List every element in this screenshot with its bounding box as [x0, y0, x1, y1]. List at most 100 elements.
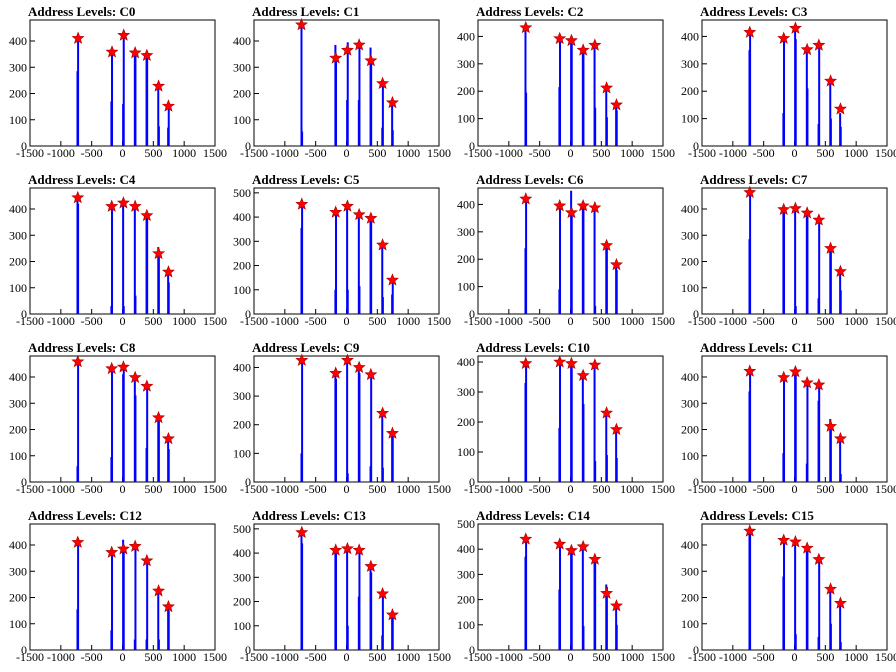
y-tick-label: 200	[681, 84, 699, 98]
x-tick-label: 0	[568, 146, 574, 160]
histogram-bar	[818, 386, 821, 482]
x-tick-label: 0	[568, 650, 574, 664]
x-tick-label: 1000	[844, 650, 868, 664]
x-tick-label: -1000	[719, 314, 747, 328]
x-tick-label: -1000	[495, 314, 523, 328]
x-tick-label: 1500	[427, 146, 451, 160]
peak-marker	[352, 543, 366, 556]
x-tick-label: 0	[120, 650, 126, 664]
peak-marker	[519, 532, 533, 545]
chart-panel: Address Levels: C15 0 100 200 300 400 -1500 -10…	[672, 504, 896, 672]
peak-marker	[777, 202, 791, 216]
histogram-bar	[346, 473, 349, 482]
x-tick-label: 500	[592, 650, 610, 664]
peak-marker	[553, 31, 567, 45]
peak-marker	[576, 198, 590, 212]
histogram-bar	[829, 426, 832, 482]
histogram-bar	[146, 560, 149, 650]
peak-marker	[116, 542, 130, 555]
histogram-bar	[524, 28, 527, 146]
x-tick-label: 500	[592, 314, 610, 328]
x-tick-label: 500	[368, 482, 386, 496]
histogram-bar	[605, 117, 608, 146]
histogram-bar	[335, 378, 338, 482]
y-tick-label: 0	[469, 475, 475, 489]
histogram-bar	[167, 449, 170, 482]
histogram-bar	[794, 306, 797, 314]
x-tick-label: -1000	[495, 146, 523, 160]
histogram-bar	[391, 282, 394, 314]
y-tick-label: 500	[233, 522, 251, 536]
histogram-bar	[615, 110, 618, 146]
x-tick-label: -500	[81, 650, 103, 664]
y-tick-label: 200	[9, 255, 27, 269]
peak-marker	[329, 51, 343, 64]
y-tick-label: 300	[681, 564, 699, 578]
peak-marker	[352, 38, 366, 51]
x-tick-label: 1500	[427, 314, 451, 328]
histogram-bar	[122, 366, 125, 482]
peak-marker	[364, 559, 378, 572]
histogram-bar	[559, 205, 562, 314]
x-tick-label: -500	[305, 482, 327, 496]
peak-marker	[812, 552, 826, 565]
histogram-bar	[839, 126, 842, 146]
x-tick-label: 1000	[844, 146, 868, 160]
chart-title: Address Levels: C8	[28, 340, 136, 355]
y-tick-label: 200	[9, 87, 27, 101]
chart-title: Address Levels: C11	[700, 340, 814, 355]
peak-marker	[294, 17, 308, 31]
peak-marker	[376, 238, 390, 251]
x-tick-label: 0	[568, 482, 574, 496]
peak-marker	[812, 38, 826, 51]
x-tick-label: 1000	[172, 314, 196, 328]
y-tick-label: 100	[457, 618, 475, 632]
peak-marker	[600, 81, 614, 94]
y-tick-label: 300	[9, 396, 27, 410]
histogram-bar	[157, 419, 160, 482]
chart-title: Address Levels: C13	[252, 508, 366, 523]
chart-title: Address Levels: C10	[476, 340, 590, 355]
x-tick-label: -1500	[688, 314, 716, 328]
histogram-bar	[594, 305, 597, 314]
peak-marker	[600, 586, 614, 599]
x-tick-label: 1500	[651, 146, 675, 160]
x-tick-label: -1000	[47, 314, 75, 328]
histogram-bar	[615, 458, 618, 482]
peak-marker	[161, 431, 175, 445]
peak-marker	[564, 205, 578, 219]
peak-marker	[564, 33, 578, 47]
peak-marker	[140, 553, 154, 567]
peak-marker	[71, 31, 85, 44]
x-tick-label: 0	[344, 314, 350, 328]
y-tick-label: 200	[681, 423, 699, 437]
peak-marker	[588, 552, 602, 565]
y-tick-label: 300	[457, 385, 475, 399]
histogram-bar	[818, 560, 821, 650]
x-tick-label: 1500	[203, 650, 227, 664]
x-tick-label: 1000	[396, 650, 420, 664]
chart-panel: Address Levels: C12 0 100 200 300 400 -1500 -10…	[0, 504, 227, 672]
x-tick-label: -500	[81, 314, 103, 328]
x-tick-label: 0	[792, 314, 798, 328]
x-tick-label: 1000	[396, 146, 420, 160]
x-tick-label: -1500	[688, 146, 716, 160]
chart-svg: 0 100 200 300 400 -1500 -1000 -500 0 500 1000 1500	[681, 523, 896, 664]
chart-svg: 0 100 200 300 400 -1500 -1000 -500 0 500 1000 1500	[233, 353, 451, 496]
chart-svg: 0 100 200 300 400 -1500 -1000 -500 0 500 1000 1500	[457, 355, 675, 496]
histogram-bar	[605, 413, 608, 482]
x-tick-label: -1000	[271, 650, 299, 664]
peak-marker	[519, 20, 533, 34]
peak-marker	[600, 406, 614, 419]
peak-marker	[609, 98, 623, 111]
y-tick-label: 400	[9, 34, 27, 48]
histogram-bar	[335, 550, 338, 650]
x-tick-label: -1000	[47, 482, 75, 496]
peak-marker	[340, 43, 354, 56]
y-tick-label: 300	[457, 567, 475, 581]
x-tick-label: 0	[792, 146, 798, 160]
x-tick-label: -1000	[719, 482, 747, 496]
y-tick-label: 400	[233, 546, 251, 560]
chart-panel: Address Levels: C4 0 100 200 300 400 -1500 -100…	[0, 168, 227, 336]
x-tick-label: -1000	[719, 650, 747, 664]
